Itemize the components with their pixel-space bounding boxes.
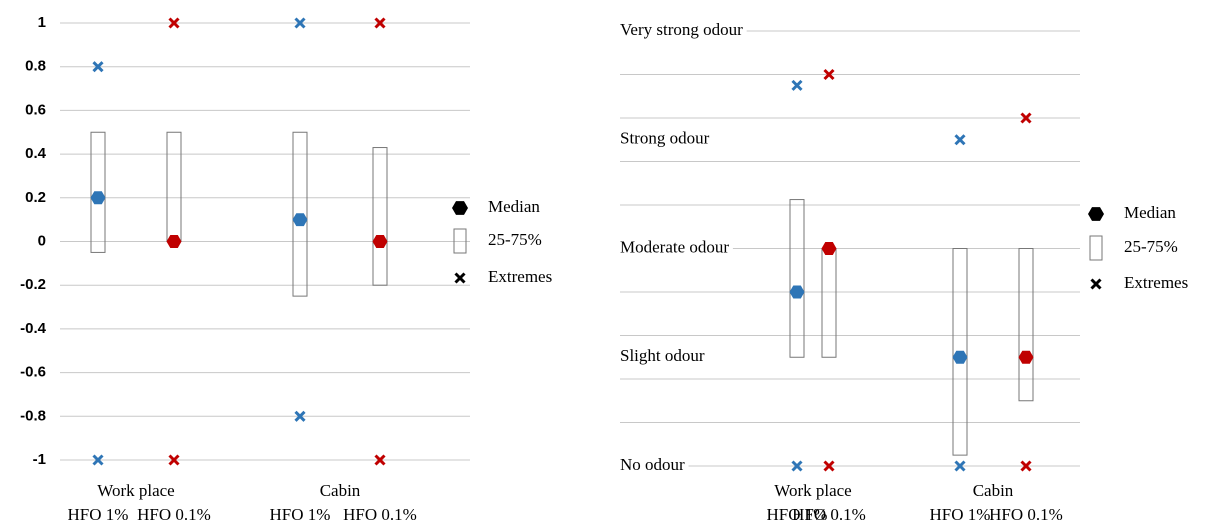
group-label: Cabin [973,481,1014,500]
y-tick-label: -0.4 [20,320,47,337]
iqr-box [952,248,968,456]
legend-symbol [452,201,468,215]
iqr-box [90,131,106,253]
y-tick-label: 1 [38,14,46,31]
legend-symbol [454,272,466,284]
y-tick-label: -0.8 [20,407,46,424]
y-tick-label: 0 [38,232,46,249]
y-tick-label: Slight odour [620,346,705,365]
extreme-marker [374,454,386,466]
y-tick-label: 0.8 [25,58,46,75]
extreme-marker [823,460,835,472]
y-tick-label: 0.4 [25,145,47,162]
extreme-marker [954,134,966,146]
y-tick-label: Very strong odour [620,20,743,39]
x-tick-label: HFO 1% [68,505,129,524]
group-label: Work place [774,481,851,500]
x-tick-label: HFO 1% [767,505,828,524]
cross-stroke [954,460,966,472]
extreme-marker [1020,112,1032,124]
extreme-marker [294,410,306,422]
legend-label: Median [1124,203,1176,222]
iqr-box [1018,248,1034,402]
extreme-marker [823,68,835,81]
cross-stroke [294,17,306,29]
cross-stroke [92,454,104,466]
iqr-box [789,199,805,358]
iqr-box [821,248,837,358]
median-marker [789,285,805,299]
x-tick-label: HFO 0.1% [792,505,866,524]
extreme-marker [954,460,966,472]
y-tick-label: 0.6 [25,101,46,118]
legend-label: Extremes [488,267,552,286]
extreme-marker [168,454,180,466]
extreme-marker [92,454,104,466]
legend-label: 25-75% [488,230,542,249]
y-tick-label: Strong odour [620,129,710,148]
legend-label: Median [488,197,540,216]
legend-symbol [1088,207,1104,221]
y-tick-label: -0.2 [20,276,46,293]
y-tick-label: 0.2 [25,189,46,206]
cross-stroke [454,272,466,284]
median-marker [821,242,837,255]
y-tick-label: -0.6 [20,364,46,381]
x-tick-label: HFO 0.1% [343,505,417,524]
group-label: Cabin [320,481,361,500]
legend-label: Extremes [1124,273,1188,292]
cross-stroke [1020,460,1032,472]
extreme-marker [168,17,180,29]
cross-stroke [823,68,835,81]
x-tick-label: HFO 0.1% [989,505,1063,524]
cross-stroke [954,134,966,146]
extreme-marker [791,79,803,91]
extreme-marker [374,17,386,29]
extreme-marker [791,460,803,472]
x-tick-label: HFO 1% [930,505,991,524]
cross-stroke [168,454,180,466]
cross-stroke [374,454,386,466]
iqr-box [372,147,388,286]
iqr-box [292,131,308,297]
legend-symbol [1089,235,1103,261]
y-tick-label: Moderate odour [620,237,729,256]
median-marker [292,213,308,227]
y-tick-label: No odour [620,455,685,474]
cross-stroke [92,61,104,73]
median-marker [952,350,968,364]
group-label: Work place [97,481,174,500]
cross-stroke [823,460,835,472]
median-marker [166,235,182,248]
cross-stroke [374,17,386,29]
iqr-box [166,131,182,242]
median-marker [1018,350,1034,364]
x-tick-label: HFO 1% [270,505,331,524]
x-tick-label: HFO 0.1% [137,505,211,524]
extreme-marker [1020,460,1032,472]
cross-stroke [791,79,803,91]
median-marker [90,191,106,205]
cross-stroke [168,17,180,29]
cross-stroke [294,410,306,422]
legend-symbol [1090,278,1102,290]
cross-stroke [1090,278,1102,290]
extreme-marker [294,17,306,29]
cross-stroke [1020,112,1032,124]
cross-stroke [791,460,803,472]
median-marker [372,235,388,248]
legend-label: 25-75% [1124,237,1178,256]
y-tick-label: -1 [33,451,46,468]
legend-symbol [453,228,467,254]
extreme-marker [92,61,104,73]
